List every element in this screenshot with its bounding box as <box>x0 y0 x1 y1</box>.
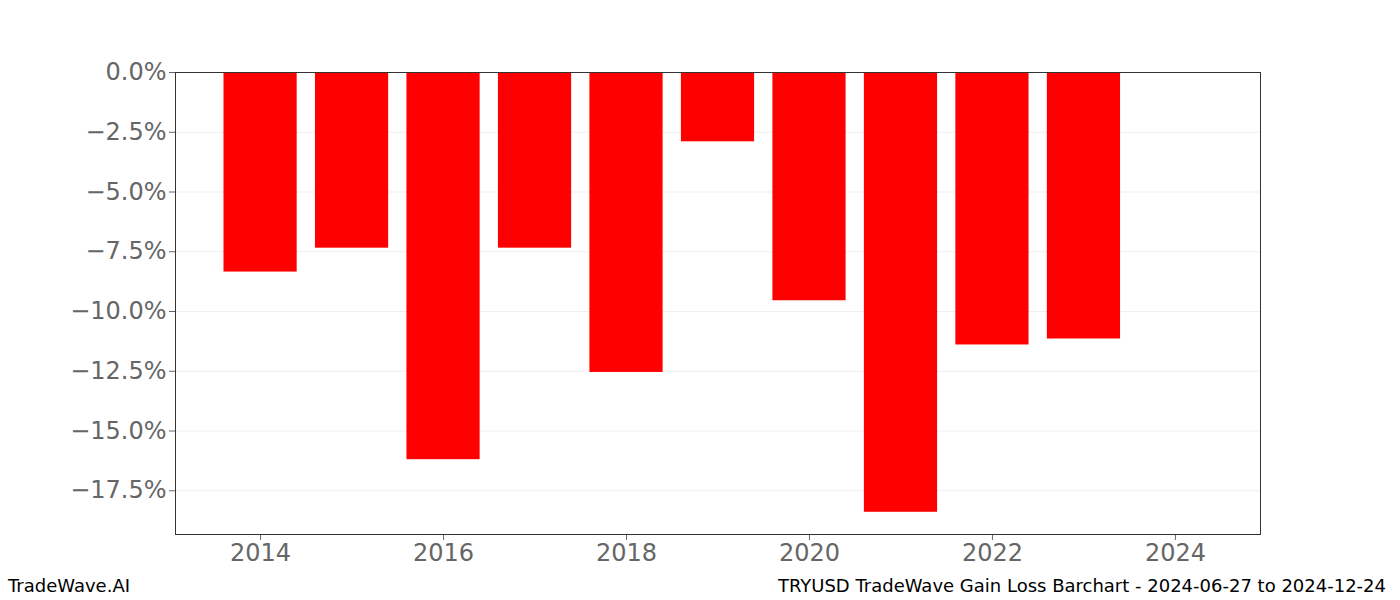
svg-text:−7.5%: −7.5% <box>85 237 166 265</box>
svg-text:2020: 2020 <box>779 539 840 567</box>
svg-text:2014: 2014 <box>230 539 291 567</box>
svg-text:2024: 2024 <box>1145 539 1206 567</box>
svg-text:2018: 2018 <box>596 539 657 567</box>
svg-text:−17.5%: −17.5% <box>70 476 166 504</box>
svg-text:−15.0%: −15.0% <box>70 417 166 445</box>
svg-text:−10.0%: −10.0% <box>70 297 166 325</box>
html-text:TradeWave.AI: TradeWave.AI <box>8 574 130 596</box>
svg-text:−5.0%: −5.0% <box>85 178 166 206</box>
svg-text:−2.5%: −2.5% <box>85 118 166 146</box>
html-text:TRYUSD TradeWave Gain Loss Bar: TRYUSD TradeWave Gain Loss Barchart - 20… <box>777 574 1386 596</box>
svg-text:0.0%: 0.0% <box>106 58 167 86</box>
svg-text:2022: 2022 <box>962 539 1023 567</box>
svg-text:−12.5%: −12.5% <box>70 357 166 385</box>
svg-text:2016: 2016 <box>413 539 474 567</box>
